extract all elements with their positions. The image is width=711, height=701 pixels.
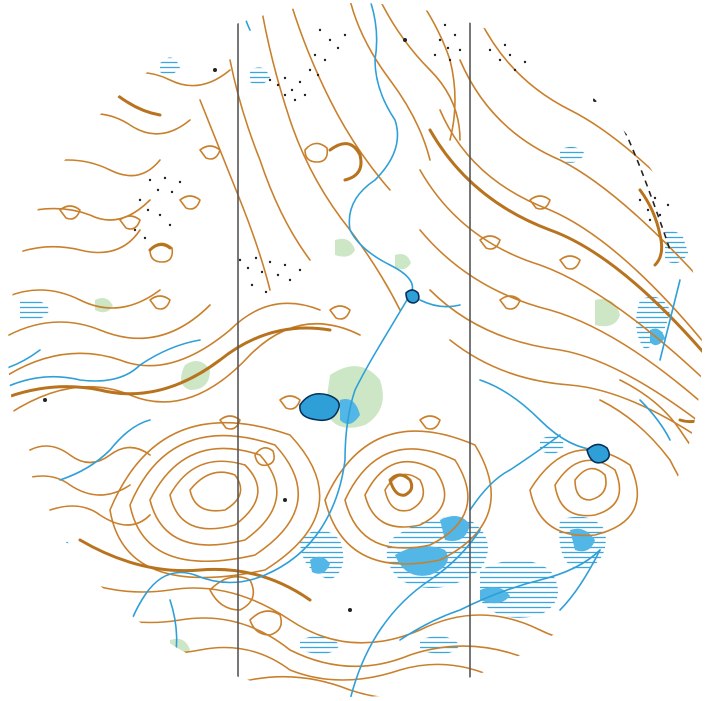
stream-icon [124,3,414,656]
lake-icon [299,392,341,422]
lake-icon [405,289,420,304]
magnetic-north-lines [237,3,471,697]
index-contours [8,78,702,652]
lakes-layer [299,289,611,464]
lake-icon [586,443,611,464]
vegetation-layer [95,238,620,658]
